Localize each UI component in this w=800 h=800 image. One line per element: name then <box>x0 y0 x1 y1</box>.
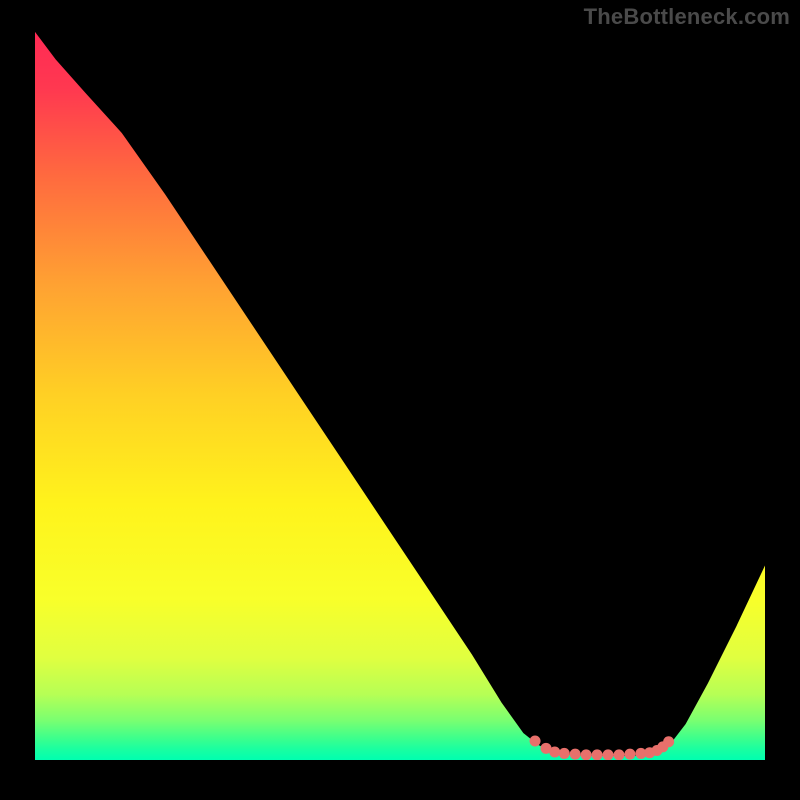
optimal-range-marker <box>603 749 614 760</box>
optimal-range-marker <box>549 746 560 757</box>
gradient-band <box>35 30 765 760</box>
chart-container: TheBottleneck.com <box>0 0 800 800</box>
optimal-range-marker <box>614 749 625 760</box>
optimal-range-marker <box>570 749 581 760</box>
optimal-range-marker <box>663 736 674 747</box>
bottleneck-chart <box>35 30 765 760</box>
optimal-range-marker <box>592 749 603 760</box>
chart-svg <box>35 30 765 760</box>
watermark-text: TheBottleneck.com <box>584 4 790 30</box>
optimal-range-marker <box>559 748 570 759</box>
optimal-range-marker <box>530 736 541 747</box>
optimal-range-marker <box>624 749 635 760</box>
optimal-range-marker <box>581 749 592 760</box>
